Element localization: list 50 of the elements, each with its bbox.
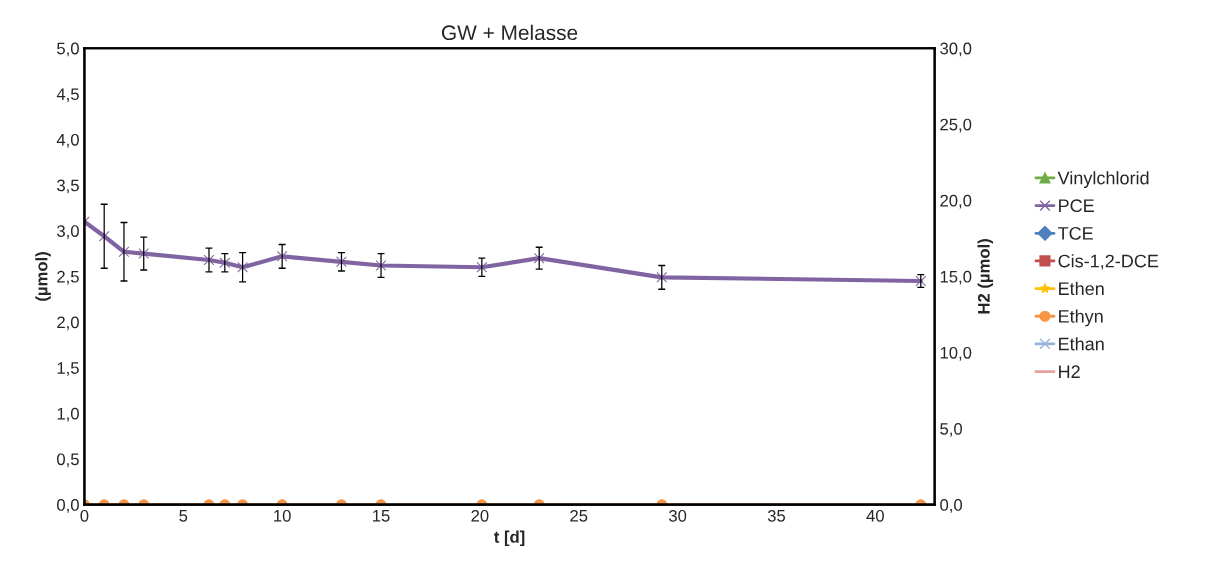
y2-tick-label: 5,0 — [940, 422, 963, 437]
point — [138, 248, 150, 259]
point — [219, 257, 231, 269]
legend-label: PCE — [1059, 199, 1094, 213]
y2-tick-label: 20,0 — [940, 194, 972, 209]
point — [237, 261, 248, 273]
y-tick-label: 1,0 — [57, 407, 79, 422]
x-axis-title: t [d] — [494, 530, 525, 547]
x-tick-label: 5 — [179, 510, 188, 522]
legend-label: Ethan — [1059, 337, 1104, 351]
y-tick-label: 2,0 — [57, 316, 79, 331]
point — [336, 256, 347, 268]
point — [118, 246, 130, 258]
legend-label: Ethen — [1059, 281, 1104, 296]
x-tick-label: 25 — [570, 509, 588, 522]
legend-label: Cis-1,2-DCE — [1058, 254, 1159, 270]
legend-label: H2 — [1059, 365, 1080, 378]
y2-tick-label: 25,0 — [940, 118, 972, 133]
y2-tick-label: 10,0 — [940, 346, 972, 361]
y-tick-label: 1,5 — [57, 362, 79, 376]
chart-title: GW + Melasse — [441, 24, 578, 41]
point — [203, 254, 215, 266]
x-tick-label: 15 — [373, 510, 390, 522]
y2-axis-title: H2 (µmol) — [977, 239, 994, 314]
y-tick-label: 2,5 — [57, 270, 79, 285]
y-tick-label: 3,5 — [57, 179, 79, 194]
y-tick-label: 3,0 — [57, 225, 79, 239]
legend-label: TCE — [1058, 226, 1093, 240]
y-tick-label: 0,5 — [57, 453, 79, 468]
point — [375, 260, 387, 271]
x-tick-label: 35 — [767, 509, 786, 522]
y-axis-title: (µmol) — [35, 252, 51, 301]
y2-tick-label: 15,0 — [940, 270, 972, 285]
y-tick-label: 4,5 — [56, 88, 79, 103]
point — [533, 252, 545, 264]
y2-tick-label: 30,0 — [940, 42, 972, 57]
point — [276, 250, 288, 262]
x-tick-label: 30 — [668, 509, 687, 522]
y-tick-label: 0,0 — [57, 499, 79, 513]
legend-label: Vinylchlorid — [1057, 171, 1149, 188]
x-tick-label: 0 — [80, 509, 89, 522]
x-tick-label: 40 — [866, 509, 884, 522]
y2-tick-label: 0,0 — [940, 499, 963, 513]
point — [476, 261, 488, 273]
point — [656, 271, 668, 283]
x-tick-label: 10 — [274, 509, 291, 522]
legend-label: Ethyn — [1059, 309, 1103, 327]
x-tick-label: 20 — [471, 509, 489, 522]
y-tick-label: 4,0 — [56, 133, 79, 148]
y-tick-label: 5,0 — [57, 42, 79, 57]
